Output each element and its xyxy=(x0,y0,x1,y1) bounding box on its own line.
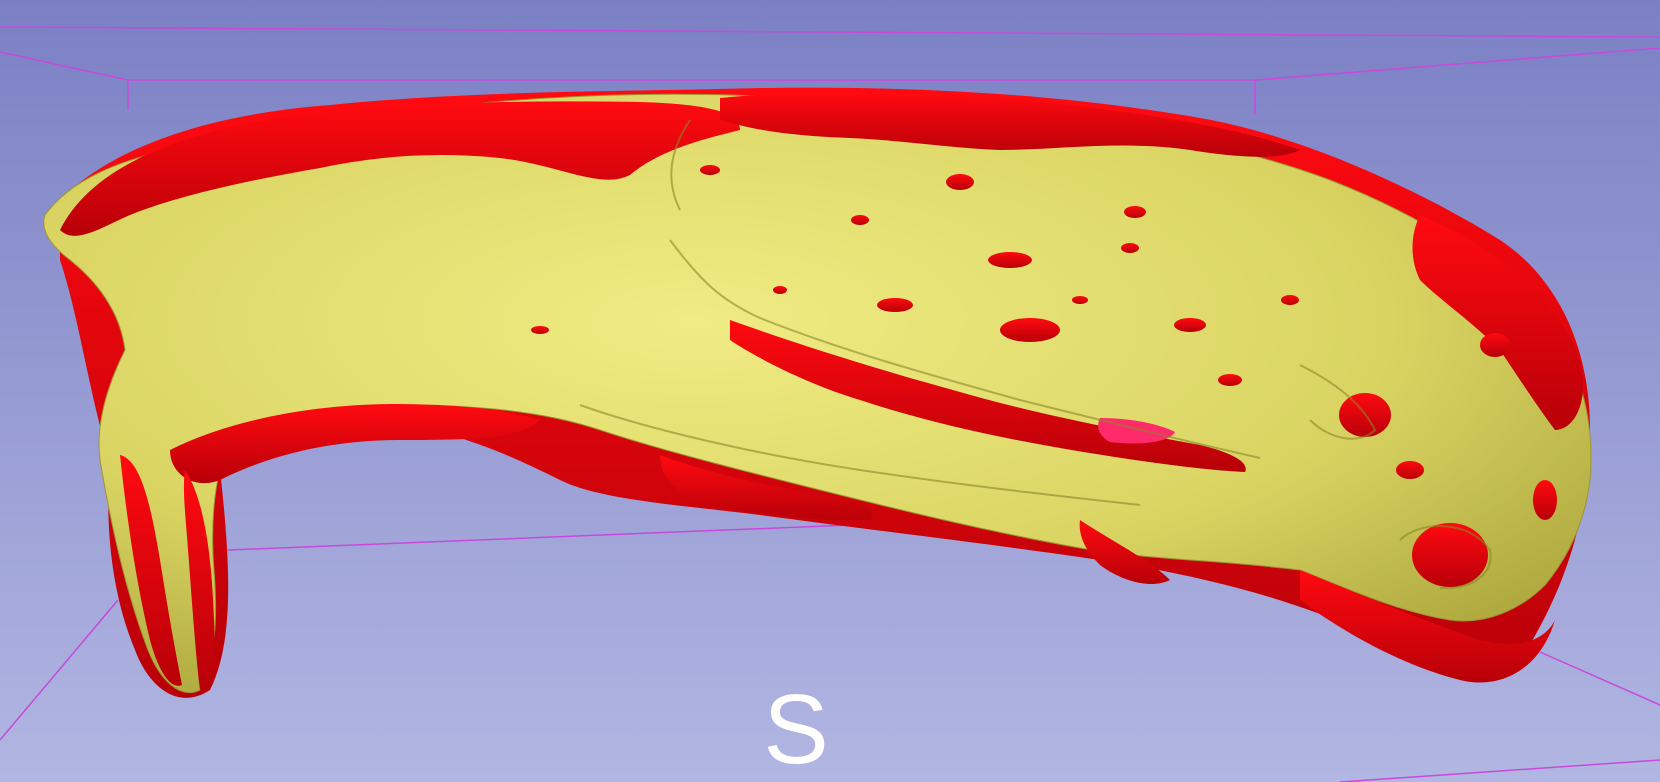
bone-ridges xyxy=(579,119,1492,590)
